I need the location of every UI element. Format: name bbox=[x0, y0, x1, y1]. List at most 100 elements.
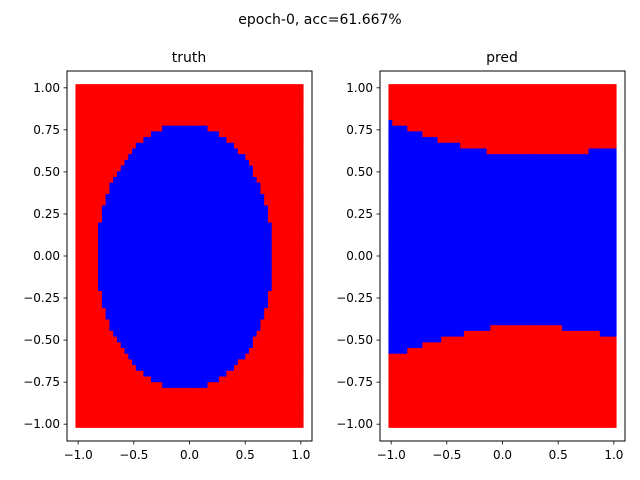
truth-point bbox=[279, 346, 285, 354]
truth-point bbox=[249, 112, 255, 120]
truth-point bbox=[105, 346, 112, 354]
truth-point bbox=[192, 392, 198, 400]
truth-point bbox=[116, 409, 123, 417]
truth-point bbox=[150, 198, 157, 206]
truth-point bbox=[203, 414, 210, 423]
truth-point bbox=[98, 141, 104, 149]
truth-point bbox=[294, 152, 300, 160]
pred-point bbox=[471, 215, 477, 223]
truth-point bbox=[169, 312, 176, 320]
truth-point bbox=[120, 89, 127, 98]
truth-point bbox=[105, 89, 112, 98]
truth-point bbox=[143, 215, 149, 223]
truth-point bbox=[196, 141, 202, 149]
pred-point bbox=[399, 335, 406, 343]
truth-point bbox=[132, 363, 138, 371]
pred-point bbox=[422, 89, 428, 98]
truth-point bbox=[158, 124, 164, 132]
pred-point bbox=[414, 220, 421, 229]
truth-point bbox=[279, 317, 285, 326]
truth-point bbox=[169, 340, 176, 349]
truth-point bbox=[154, 203, 161, 212]
truth-point bbox=[249, 141, 255, 149]
pred-point bbox=[388, 266, 394, 274]
truth-point bbox=[275, 146, 281, 155]
truth-point bbox=[275, 323, 281, 331]
truth-point bbox=[128, 203, 134, 212]
truth-point bbox=[211, 215, 217, 223]
truth-point bbox=[135, 163, 142, 172]
truth-point bbox=[173, 346, 179, 354]
truth-point bbox=[173, 380, 179, 388]
pred-point bbox=[403, 129, 409, 138]
truth-point bbox=[124, 357, 130, 366]
truth-point bbox=[120, 272, 127, 280]
pred-point bbox=[437, 420, 443, 428]
truth-point bbox=[203, 369, 210, 377]
truth-point bbox=[132, 141, 138, 149]
pred-point bbox=[411, 232, 417, 240]
truth-point bbox=[237, 232, 244, 240]
truth-point bbox=[94, 112, 100, 120]
pred-point bbox=[426, 312, 432, 320]
pred-point bbox=[471, 312, 477, 320]
truth-point bbox=[132, 380, 138, 388]
pred-point bbox=[418, 346, 425, 354]
truth-point bbox=[98, 106, 104, 115]
truth-point bbox=[215, 89, 221, 98]
pred-point bbox=[403, 312, 409, 320]
pred-point bbox=[460, 340, 466, 349]
truth-point bbox=[147, 152, 153, 160]
truth-point bbox=[245, 198, 251, 206]
truth-point bbox=[252, 106, 259, 115]
pred-point bbox=[460, 386, 466, 394]
truth-point bbox=[162, 129, 168, 138]
truth-point bbox=[139, 346, 145, 354]
truth-point bbox=[196, 152, 202, 160]
truth-point bbox=[83, 312, 89, 320]
truth-point bbox=[166, 238, 172, 246]
pred-point bbox=[460, 312, 466, 320]
truth-point bbox=[298, 146, 304, 155]
truth-point bbox=[98, 266, 104, 274]
truth-point bbox=[143, 232, 149, 240]
truth-point bbox=[139, 323, 145, 331]
pred-point bbox=[399, 146, 406, 155]
truth-point bbox=[256, 317, 263, 326]
pred-point bbox=[471, 306, 477, 314]
truth-point bbox=[135, 403, 142, 411]
truth-point bbox=[215, 232, 221, 240]
pred-point bbox=[452, 403, 458, 411]
truth-point bbox=[188, 169, 195, 177]
truth-point bbox=[294, 420, 300, 428]
pred-point bbox=[422, 158, 428, 166]
truth-point bbox=[128, 181, 134, 189]
truth-point bbox=[264, 363, 270, 371]
pred-point bbox=[448, 203, 455, 212]
pred-point bbox=[392, 203, 398, 212]
truth-point bbox=[75, 106, 81, 115]
truth-point bbox=[177, 335, 183, 343]
truth-point bbox=[169, 335, 176, 343]
truth-point bbox=[298, 374, 304, 383]
pred-point bbox=[467, 106, 474, 115]
truth-point bbox=[294, 220, 300, 229]
truth-point bbox=[218, 158, 225, 166]
truth-point bbox=[207, 203, 213, 212]
truth-point bbox=[286, 374, 293, 383]
truth-point bbox=[271, 374, 278, 383]
pred-point bbox=[396, 238, 402, 246]
truth-point bbox=[237, 289, 244, 297]
truth-point bbox=[113, 101, 119, 109]
truth-point bbox=[90, 255, 96, 263]
truth-point bbox=[203, 192, 210, 200]
truth-point bbox=[181, 380, 187, 388]
truth-point bbox=[218, 260, 225, 269]
truth-point bbox=[109, 112, 115, 120]
truth-point bbox=[83, 329, 89, 337]
pred-point bbox=[452, 363, 458, 371]
truth-point bbox=[105, 209, 112, 217]
truth-point bbox=[256, 386, 263, 394]
truth-point bbox=[116, 323, 123, 331]
truth-point bbox=[222, 226, 229, 234]
